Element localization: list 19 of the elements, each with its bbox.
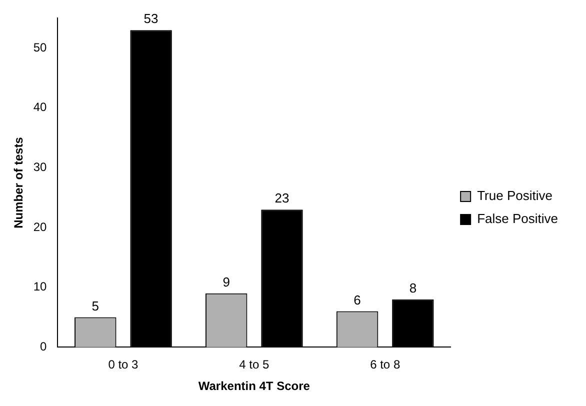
y-tick-label: 50 [33,40,48,54]
x-tick-label: 6 to 8 [370,358,400,372]
data-label: 9 [222,274,230,290]
y-tick-label: 20 [33,220,48,234]
x-axis-title: Warkentin 4T Score [198,379,310,394]
data-label: 6 [354,292,361,308]
legend-label: False Positive [477,211,558,226]
legend-label: True Positive [477,188,552,204]
data-label: 8 [409,280,417,296]
data-label: 53 [144,11,158,26]
x-tick-label: 0 to 3 [108,358,139,372]
y-axis-title: Number of tests [12,136,26,228]
y-tick-label: 40 [33,100,48,114]
data-label: 5 [92,298,100,314]
y-tick-label: 30 [33,160,48,174]
y-tick-label: 0 [40,340,48,354]
y-tick-label: 10 [33,280,48,294]
x-tick-label: 4 to 5 [239,358,270,372]
data-label: 23 [274,190,290,206]
